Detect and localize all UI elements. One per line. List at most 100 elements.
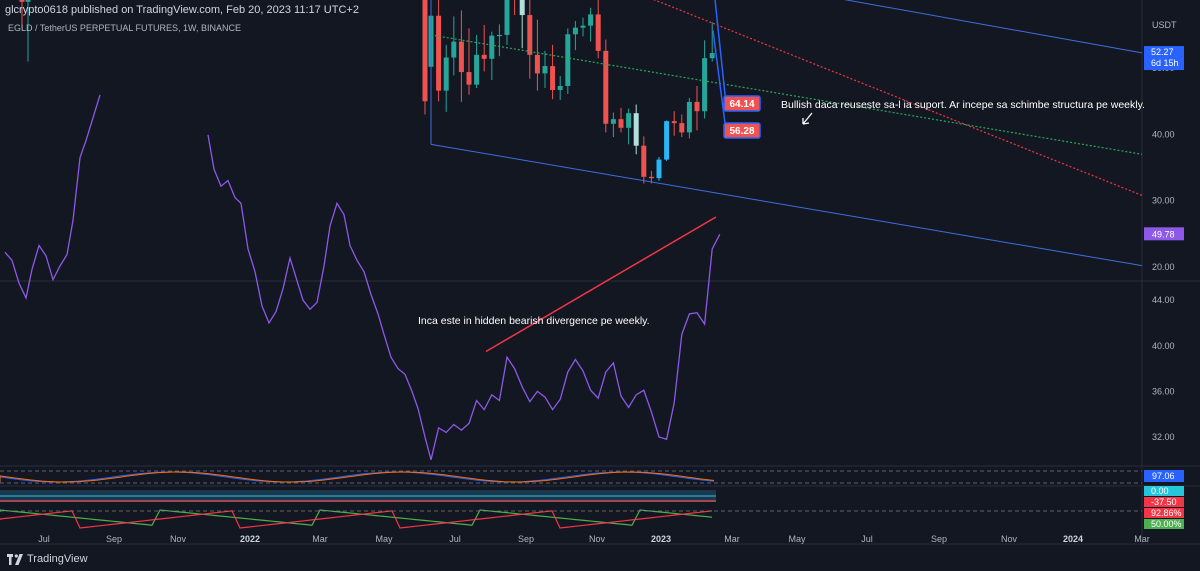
candle-body	[686, 101, 692, 133]
candle-body	[572, 27, 578, 35]
candle-body	[19, 0, 25, 2]
divergence-line	[485, 216, 717, 353]
candle-body	[504, 0, 510, 35]
brand-label: TradingView	[27, 553, 88, 565]
candle-body	[436, 15, 442, 91]
symbol-title: EGLD / TetherUS PERPETUAL FUTURES, 1W, B…	[8, 23, 242, 33]
rsi-axis-tick: 36.00	[1152, 386, 1175, 396]
price-axis-tick: 20.00	[1152, 262, 1175, 272]
divergence-note: Inca este in hidden bearish divergence p…	[418, 315, 650, 327]
candle-body	[466, 72, 472, 85]
candle-body	[565, 34, 571, 87]
price-axis-tick: 40.00	[1152, 129, 1175, 139]
last-price-value: 52.27	[1151, 47, 1174, 57]
stoch-value-tag	[1144, 470, 1184, 482]
candle-body	[25, 0, 31, 2]
price-label-box	[723, 122, 761, 139]
note-arrow-icon	[802, 112, 813, 125]
time-axis-tick: May	[788, 534, 806, 544]
candle-body	[702, 58, 708, 112]
oscillator-value-tag	[1144, 519, 1184, 529]
oscillator-value: 92.86%	[1151, 508, 1182, 518]
candle-body	[542, 66, 548, 74]
candle-body	[610, 119, 616, 124]
candle-body	[641, 145, 647, 177]
candle-body	[694, 101, 700, 112]
rsi-axis-tick: 44.00	[1152, 295, 1175, 305]
candle-body	[527, 15, 533, 55]
rsi-value-tag	[1144, 227, 1184, 241]
time-axis-tick: Jul	[449, 534, 461, 544]
candle-body	[648, 176, 654, 179]
candle-body	[633, 113, 639, 146]
oscillator-value: 0.00	[1151, 486, 1169, 496]
stoch-d-line	[0, 471, 715, 483]
time-axis-tick: Sep	[518, 534, 534, 544]
candle-body	[489, 35, 495, 59]
candle-body	[603, 50, 609, 124]
stoch-value: 97.06	[1152, 471, 1175, 481]
oscillator-value-tag	[1144, 497, 1184, 507]
candle-body	[580, 25, 586, 28]
price-axis-unit: USDT	[1152, 20, 1177, 30]
candle-body	[550, 66, 556, 90]
time-axis-tick: Mar	[312, 534, 328, 544]
oscillator-red-line	[0, 510, 713, 529]
tradingview-logo-icon	[7, 553, 23, 565]
rsi-line	[207, 134, 721, 460]
candle-body	[618, 119, 624, 128]
candle-body	[595, 14, 601, 51]
candle-body	[422, 0, 428, 102]
rsi-line-early	[4, 94, 101, 300]
candle-body	[481, 54, 487, 59]
time-axis-tick: May	[375, 534, 393, 544]
time-axis-tick: Nov	[170, 534, 187, 544]
candle-body	[709, 53, 715, 59]
oscillator-green-line	[0, 509, 713, 526]
time-axis-tick: Nov	[1001, 534, 1018, 544]
time-axis-tick: 2024	[1063, 534, 1083, 544]
channel-lower-line	[430, 143, 1143, 267]
last-price-tag	[1144, 46, 1184, 71]
time-axis-tick: Nov	[589, 534, 606, 544]
candle-body	[626, 113, 632, 128]
rsi-value: 49.78	[1152, 229, 1175, 239]
stoch-k-line	[0, 471, 715, 483]
time-axis-tick: Mar	[724, 534, 740, 544]
rsi-axis-tick: 32.00	[1152, 432, 1175, 442]
time-axis-tick: 2023	[651, 534, 671, 544]
candle-body	[474, 54, 480, 85]
publisher-header: glcrypto0618 published on TradingView.co…	[5, 4, 359, 16]
oscillator-value: 50.00%	[1151, 519, 1182, 529]
rsi-axis-tick: 40.00	[1152, 341, 1175, 351]
oscillator-value-tag	[1144, 486, 1184, 496]
candle-body	[534, 54, 540, 74]
time-axis-tick: Jul	[861, 534, 873, 544]
candle-body	[664, 121, 670, 160]
resistance-dotted-line	[653, 0, 1143, 196]
time-axis-tick: 2022	[240, 534, 260, 544]
channel-upper-line	[843, 0, 1143, 54]
time-axis-tick: Jul	[38, 534, 50, 544]
candle-body	[496, 34, 502, 37]
candle-body	[656, 159, 662, 179]
candle-body	[671, 121, 677, 124]
bullish-note: Bullish daca reuseste sa-l ia suport. Ar…	[781, 99, 1145, 111]
time-axis-tick: Sep	[106, 534, 122, 544]
time-axis-tick: Mar	[1134, 534, 1150, 544]
candle-body	[458, 41, 464, 73]
oscillator-value: -37.50	[1151, 497, 1177, 507]
candle-body	[451, 41, 457, 58]
time-axis-tick: Sep	[931, 534, 947, 544]
label-pointer	[714, 0, 727, 105]
candle-body	[443, 57, 449, 91]
price-label-text: 64.14	[729, 99, 754, 110]
candle-body	[679, 123, 685, 133]
label-pointer	[712, 30, 727, 132]
candle-body	[588, 14, 594, 26]
tradingview-logo: TradingView	[7, 553, 88, 565]
price-axis-tick: 30.00	[1152, 196, 1175, 206]
price-label-text: 56.28	[729, 126, 754, 137]
midline-dotted-line	[430, 34, 1143, 155]
